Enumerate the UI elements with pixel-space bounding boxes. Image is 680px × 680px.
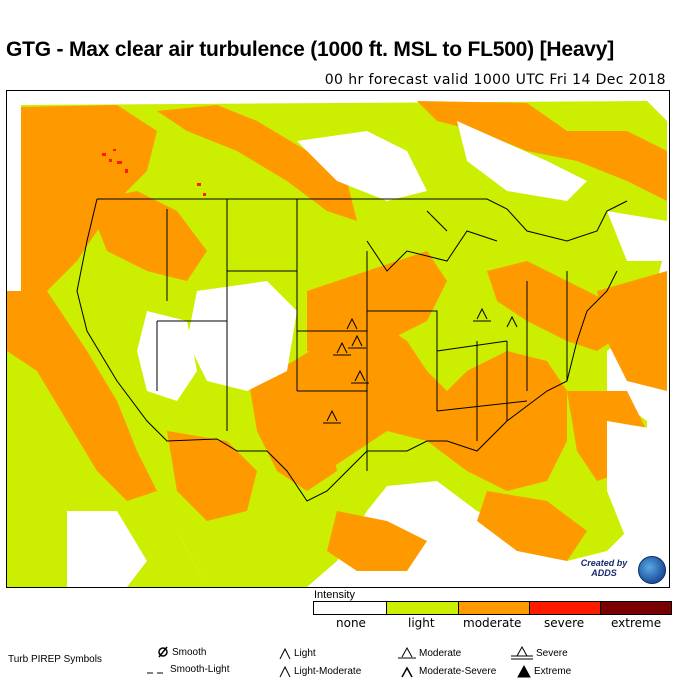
noaa-logo-icon: [638, 556, 666, 584]
extreme-turb-icon: [517, 664, 531, 678]
pirep-moderate-severe: Moderate-Severe: [398, 664, 496, 678]
pirep-label-smooth-light: Smooth-Light: [170, 664, 230, 675]
pirep-severe: Severe: [511, 646, 568, 660]
moderate-turbulence-areas: [7, 101, 667, 571]
legend-swatch-extreme: [600, 602, 671, 614]
severe-turbulence-areas: [102, 149, 206, 196]
pirep-label-severe: Severe: [536, 647, 568, 659]
smooth-icon: [158, 646, 168, 658]
legend-swatch-none: [314, 602, 386, 614]
map-canvas: [7, 91, 669, 587]
political-boundaries: [76, 198, 628, 502]
severe-turb-icon: [511, 646, 533, 660]
pirep-label-moderate: Moderate: [419, 647, 462, 659]
pirep-markers: [323, 307, 518, 424]
legend-label-none: none: [336, 616, 366, 630]
legend-label-light: light: [408, 616, 435, 630]
light-moderate-turb-icon: [279, 665, 291, 678]
pirep-light: Light: [279, 646, 316, 660]
pirep-smooth: Smooth: [157, 646, 206, 658]
adds-noaa-logo: Created by ADDS: [574, 556, 666, 586]
chart-title: GTG - Max clear air turbulence (1000 ft.…: [6, 38, 615, 61]
pirep-extreme: Extreme: [517, 664, 571, 678]
forecast-valid-time: 00 hr forecast valid 1000 UTC Fri 14 Dec…: [324, 72, 666, 88]
pirep-label-smooth: Smooth: [172, 646, 207, 658]
pirep-light-moderate: Light-Moderate: [279, 664, 361, 678]
intensity-legend: [313, 601, 672, 615]
moderate-severe-turb-icon: [401, 666, 413, 678]
legend-swatch-moderate: [458, 602, 529, 614]
legend-title: Intensity: [314, 589, 355, 601]
legend-label-extreme: extreme: [611, 616, 662, 630]
logo-text: Created by ADDS: [580, 558, 628, 578]
legend-swatch-severe: [529, 602, 600, 614]
legend-label-severe: severe: [544, 616, 585, 630]
pirep-label-light: Light: [294, 647, 316, 659]
smooth-light-icon: [147, 672, 163, 673]
pirep-label-extreme: Extreme: [534, 665, 572, 677]
pirep-label-moderate-severe: Moderate-Severe: [419, 665, 497, 677]
no-turbulence-areas: [67, 121, 667, 587]
light-turb-icon: [279, 647, 291, 660]
legend-swatch-light: [386, 602, 458, 614]
pirep-smooth-light: Smooth-Light: [147, 664, 229, 675]
legend-label-moderate: moderate: [463, 616, 522, 630]
pirep-moderate: Moderate: [398, 646, 461, 660]
pirep-label-light-moderate: Light-Moderate: [294, 665, 362, 677]
pirep-symbols-heading: Turb PIREP Symbols: [8, 654, 102, 665]
turbulence-map[interactable]: [6, 90, 670, 588]
moderate-turb-icon: [398, 646, 416, 659]
